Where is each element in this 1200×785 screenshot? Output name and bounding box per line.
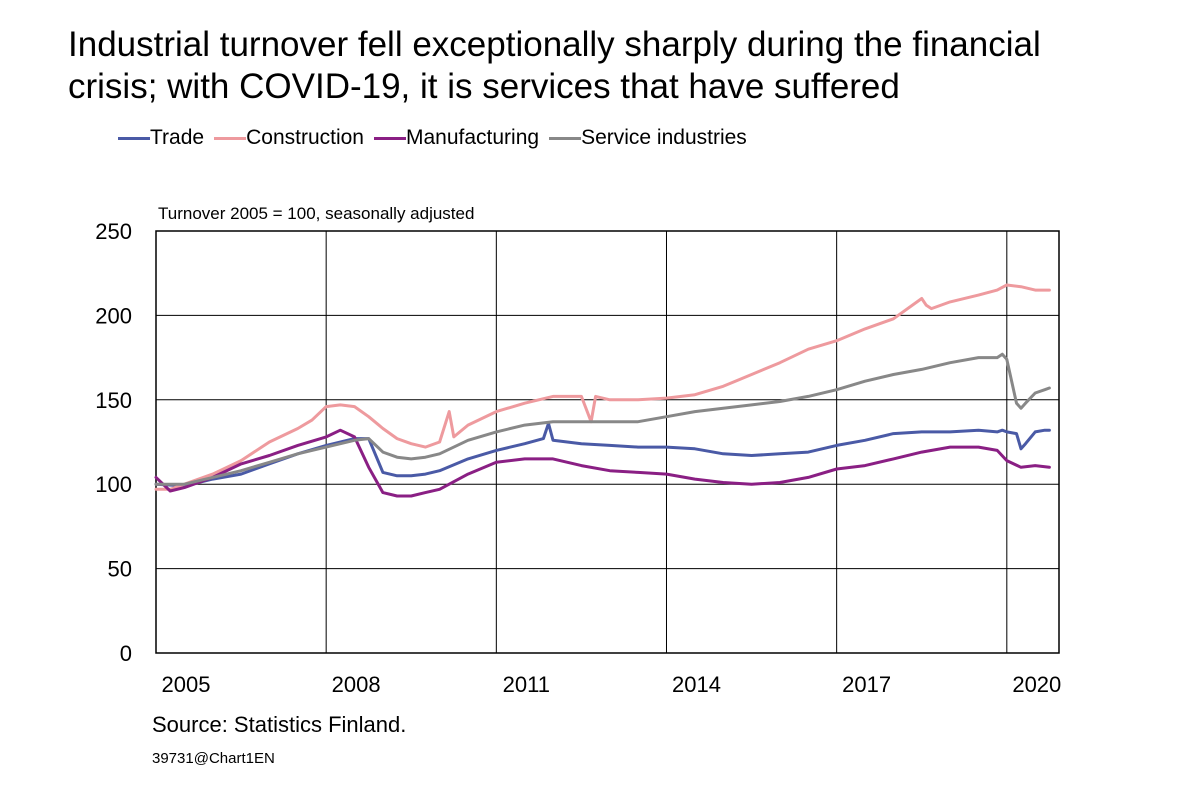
legend-item-service-industries: Service industries bbox=[549, 126, 747, 150]
source-note: Source: Statistics Finland. bbox=[152, 712, 407, 737]
legend-item-trade: Trade bbox=[118, 126, 204, 150]
legend-label-trade: Trade bbox=[150, 126, 205, 149]
title-line-2: crisis; with COVID-19, it is services th… bbox=[68, 67, 900, 106]
legend-swatch-manufacturing bbox=[373, 136, 406, 140]
x-tick-label-2020: 2020 bbox=[1012, 672, 1061, 697]
legend-label-service-industries: Service industries bbox=[581, 126, 747, 149]
legend-label-manufacturing: Manufacturing bbox=[405, 126, 540, 149]
y-tick-label-100: 100 bbox=[95, 472, 132, 497]
series-line-manufacturing bbox=[154, 428, 1051, 498]
legend-item-manufacturing: Manufacturing bbox=[373, 126, 540, 150]
y-tick-label-250: 250 bbox=[95, 219, 132, 244]
y-tick-label-200: 200 bbox=[95, 303, 132, 328]
x-tick-label-2014: 2014 bbox=[672, 672, 721, 697]
legend-swatch-service-industries bbox=[549, 136, 582, 140]
x-tick-label-2017: 2017 bbox=[842, 672, 891, 697]
series-line-construction bbox=[154, 283, 1051, 491]
y-tick-label-50: 50 bbox=[108, 557, 132, 582]
legend: Trade Construction Manufacturing Service… bbox=[118, 124, 757, 152]
plot-frame bbox=[155, 230, 1060, 654]
chart-code: 39731@Chart1EN bbox=[152, 750, 275, 767]
title-line-1: Industrial turnover fell exceptionally s… bbox=[68, 25, 1041, 64]
chart-subtitle: Turnover 2005 = 100, seasonally adjusted bbox=[158, 204, 475, 223]
chart-title: Industrial turnover fell exceptionally s… bbox=[68, 24, 1168, 108]
legend-item-construction: Construction bbox=[214, 126, 364, 150]
x-tick-label-2011: 2011 bbox=[503, 672, 550, 697]
x-tick-label-2005: 2005 bbox=[162, 672, 211, 697]
x-tick-label-2008: 2008 bbox=[332, 672, 381, 697]
y-tick-label-150: 150 bbox=[95, 388, 132, 413]
legend-swatch-construction bbox=[214, 136, 247, 140]
y-tick-label-0: 0 bbox=[120, 641, 132, 666]
legend-label-construction: Construction bbox=[246, 126, 364, 149]
legend-swatch-trade bbox=[118, 136, 150, 140]
series-line-service-industries bbox=[154, 352, 1051, 486]
